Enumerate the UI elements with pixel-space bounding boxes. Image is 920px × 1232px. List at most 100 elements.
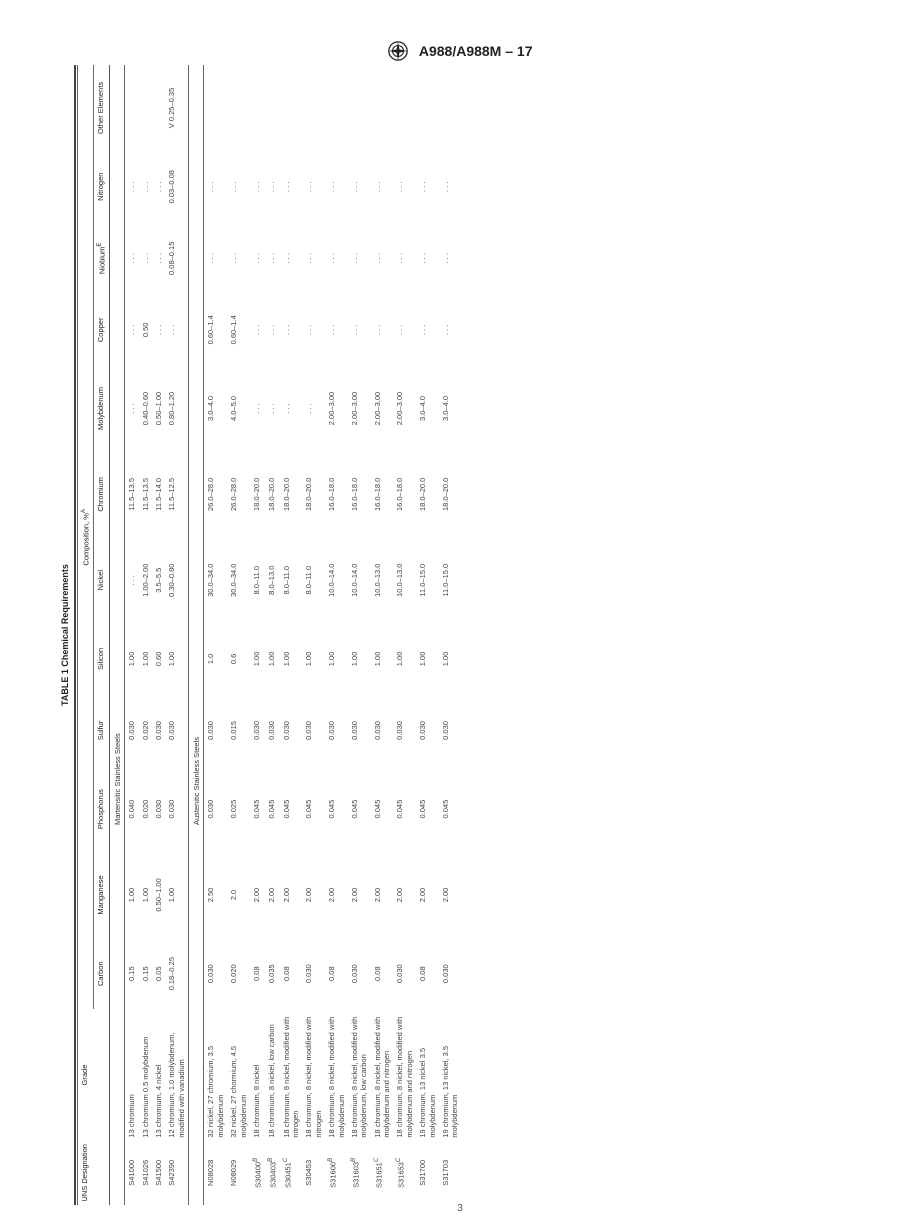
cell-cr: 18.0–20.0 <box>280 451 303 537</box>
cell-other <box>416 65 439 151</box>
cell-s: 0.030 <box>393 695 416 767</box>
cell-mo: 0.80–1.20 <box>165 366 188 452</box>
cell-c: 0.15 <box>139 938 152 1010</box>
cell-other <box>348 65 371 151</box>
cell-p: 0.045 <box>393 766 416 852</box>
cell-mo: 2.00–3.00 <box>325 366 348 452</box>
cell-cu: 0.60–1.4 <box>204 294 227 366</box>
cell-uns: N08029 <box>227 1141 250 1205</box>
cell-cr: 11.5–12.5 <box>165 451 188 537</box>
cell-mn: 2.00 <box>265 852 280 938</box>
table-row: S30403B18 chromium, 8 nickel, low carbon… <box>265 65 280 1205</box>
col-nitrogen: Nitrogen <box>93 151 109 223</box>
cell-cu: . . . <box>439 294 462 366</box>
cell-mo: 0.50–1.00 <box>152 366 165 452</box>
col-phosphorus: Phosphorus <box>93 766 109 852</box>
cell-s: 0.030 <box>439 695 462 767</box>
cell-si: 1.00 <box>139 623 152 695</box>
cell-si: 1.00 <box>325 623 348 695</box>
cell-nb: . . . <box>280 223 303 295</box>
cell-n: 0.03–0.08 <box>165 151 188 223</box>
table-row: S4150013 chromium, 4 nickel0.050.50–1.00… <box>152 65 165 1205</box>
cell-cr: 16.0–18.0 <box>393 451 416 537</box>
table-row: S3170019 chromium, 13 nickel 3.5 molybde… <box>416 65 439 1205</box>
cell-s: 0.030 <box>371 695 394 767</box>
cell-mn: 2.0 <box>227 852 250 938</box>
cell-si: 1.00 <box>348 623 371 695</box>
table-body: Martensitic Stainless SteelsS4100013 chr… <box>109 65 461 1205</box>
cell-other <box>227 65 250 151</box>
cell-ni: 30.0–34.0 <box>204 537 227 623</box>
astm-logo-icon <box>387 40 409 65</box>
cell-si: 1.0 <box>204 623 227 695</box>
table-row: S30451C18 chromium, 8 nickel, modified w… <box>280 65 303 1205</box>
col-silicon: Silicon <box>93 623 109 695</box>
cell-cu: . . . <box>371 294 394 366</box>
cell-nb: . . . <box>227 223 250 295</box>
cell-p: 0.045 <box>371 766 394 852</box>
cell-ni: . . . <box>125 537 139 623</box>
cell-grade: 18 chromium, 8 nickel, modified with mol… <box>325 1009 348 1140</box>
cell-cu: 0.60–1.4 <box>227 294 250 366</box>
cell-s: 0.030 <box>265 695 280 767</box>
cell-cr: 18.0–20.0 <box>439 451 462 537</box>
cell-s: 0.030 <box>416 695 439 767</box>
cell-mo: 3.0–4.0 <box>204 366 227 452</box>
cell-cu: 0.50 <box>139 294 152 366</box>
cell-mo: 2.00–3.00 <box>371 366 394 452</box>
cell-p: 0.040 <box>125 766 139 852</box>
cell-nb: . . . <box>265 223 280 295</box>
col-other: Other Elements <box>93 65 109 151</box>
cell-p: 0.045 <box>325 766 348 852</box>
cell-mn: 2.50 <box>204 852 227 938</box>
cell-grade: 13 chromium, 4 nickel <box>152 1009 165 1140</box>
cell-s: 0.030 <box>204 695 227 767</box>
cell-n: . . . <box>250 151 265 223</box>
cell-nb: . . . <box>139 223 152 295</box>
cell-uns: S30451C <box>280 1141 303 1205</box>
section-title: Austenitic Stainless Steels <box>189 65 204 1205</box>
cell-s: 0.030 <box>325 695 348 767</box>
cell-p: 0.030 <box>165 766 188 852</box>
cell-uns: S30403B <box>265 1141 280 1205</box>
cell-grade: 13 chromium 0.5 molybdenum <box>139 1009 152 1140</box>
cell-grade: 32 nickel, 27 chromium, 3.5 molybdenum <box>204 1009 227 1140</box>
cell-c: 0.18–0.25 <box>165 938 188 1010</box>
standard-number: A988/A988M – 17 <box>419 43 533 59</box>
cell-mn: 2.00 <box>250 852 265 938</box>
cell-mo: . . . <box>265 366 280 452</box>
cell-c: 0.030 <box>348 938 371 1010</box>
cell-p: 0.045 <box>416 766 439 852</box>
cell-n: . . . <box>139 151 152 223</box>
cell-grade: 13 chromium <box>125 1009 139 1140</box>
cell-other <box>302 65 325 151</box>
cell-c: 0.08 <box>325 938 348 1010</box>
cell-mn: 1.00 <box>165 852 188 938</box>
cell-cu: . . . <box>152 294 165 366</box>
cell-mn: 2.00 <box>393 852 416 938</box>
cell-cr: 18.0–20.0 <box>265 451 280 537</box>
cell-s: 0.030 <box>165 695 188 767</box>
cell-s: 0.030 <box>280 695 303 767</box>
cell-mo: . . . <box>125 366 139 452</box>
table-row: N0802932 nickel, 27 chormium, 4.5 molybd… <box>227 65 250 1205</box>
cell-nb: . . . <box>393 223 416 295</box>
cell-ni: 3.5–5.5 <box>152 537 165 623</box>
cell-n: . . . <box>227 151 250 223</box>
col-niobium: NiobiumE <box>93 223 109 295</box>
col-carbon: Carbon <box>93 938 109 1010</box>
cell-nb: . . . <box>250 223 265 295</box>
cell-other <box>250 65 265 151</box>
cell-cr: 11.5–14.0 <box>152 451 165 537</box>
table-row: S30400B18 chromium, 8 nickel0.082.000.04… <box>250 65 265 1205</box>
cell-uns: S31653C <box>393 1141 416 1205</box>
cell-n: . . . <box>325 151 348 223</box>
table-row: S3170319 chromium, 13 nickel, 3.5 molybd… <box>439 65 462 1205</box>
cell-uns: S30400B <box>250 1141 265 1205</box>
cell-uns: S41500 <box>152 1141 165 1205</box>
cell-mo: . . . <box>302 366 325 452</box>
cell-mn: 2.00 <box>325 852 348 938</box>
cell-n: . . . <box>125 151 139 223</box>
cell-p: 0.045 <box>280 766 303 852</box>
cell-s: 0.030 <box>348 695 371 767</box>
